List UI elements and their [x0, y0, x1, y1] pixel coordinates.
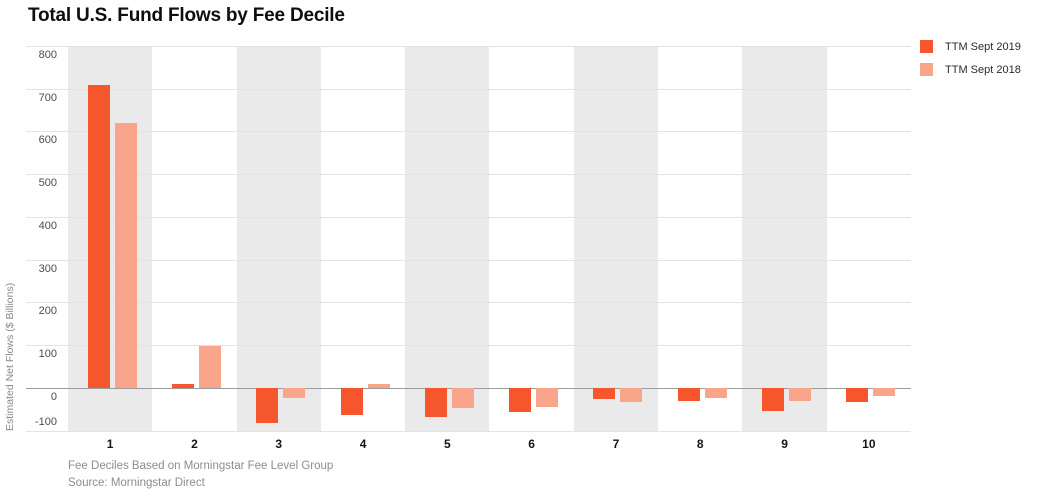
x-tick-label-3: 3	[275, 436, 283, 451]
bar-ttm-sept-2018-decile-9	[789, 387, 811, 402]
gridline-100	[26, 345, 911, 346]
chart-footnote: Fee Deciles Based on Morningstar Fee Lev…	[68, 458, 333, 492]
x-tick-label-10: 10	[862, 436, 876, 451]
bar-ttm-sept-2018-decile-6	[536, 387, 558, 407]
legend-swatch-0	[920, 40, 933, 53]
y-tick-label-400: 400	[38, 220, 57, 232]
y-tick-label-800: 800	[38, 49, 57, 61]
y-tick-label-0: 0	[50, 391, 57, 403]
bar-ttm-sept-2019-decile-1	[88, 84, 110, 388]
y-tick-label-500: 500	[38, 177, 57, 189]
y-tick-label--100: -100	[34, 416, 57, 428]
chart-title: Total U.S. Fund Flows by Fee Decile	[28, 5, 345, 26]
x-tick-label-5: 5	[443, 436, 451, 451]
legend-swatch-1	[920, 63, 933, 76]
y-tick-label-600: 600	[38, 134, 57, 146]
x-tick-label-1: 1	[106, 436, 114, 451]
decile-band-5	[405, 46, 490, 431]
legend-item-1: TTM Sept 2018	[920, 63, 1021, 76]
bar-ttm-sept-2018-decile-4	[368, 383, 390, 388]
bar-ttm-sept-2019-decile-2	[172, 384, 194, 388]
decile-band-3	[236, 46, 321, 431]
gridline-600	[26, 131, 911, 132]
bar-ttm-sept-2019-decile-6	[509, 387, 531, 412]
gridline-700	[26, 89, 911, 90]
x-tick-label-8: 8	[696, 436, 704, 451]
decile-band-9	[742, 46, 827, 431]
bar-ttm-sept-2018-decile-8	[705, 387, 727, 398]
bar-ttm-sept-2019-decile-7	[593, 387, 615, 399]
y-tick-label-200: 200	[38, 305, 57, 317]
footnote-line-1: Fee Deciles Based on Morningstar Fee Lev…	[68, 460, 334, 472]
bar-ttm-sept-2019-decile-3	[256, 387, 278, 423]
x-tick-label-9: 9	[781, 436, 788, 451]
gridline-200	[26, 302, 911, 303]
y-tick-label-700: 700	[38, 92, 57, 104]
bar-ttm-sept-2018-decile-5	[452, 387, 474, 408]
y-tick-label-300: 300	[38, 263, 57, 275]
bar-ttm-sept-2019-decile-5	[425, 387, 447, 417]
gridline--100	[26, 431, 911, 432]
x-tick-label-7: 7	[612, 436, 620, 451]
bar-ttm-sept-2018-decile-3	[283, 387, 305, 398]
bar-ttm-sept-2018-decile-7	[620, 387, 642, 403]
legend-item-0: TTM Sept 2019	[920, 40, 1021, 53]
gridline-300	[26, 260, 911, 261]
decile-band-1	[68, 46, 153, 431]
decile-band-7	[573, 46, 659, 431]
x-tick-label-6: 6	[528, 436, 535, 451]
bar-ttm-sept-2018-decile-10	[873, 387, 895, 396]
x-tick-label-2: 2	[191, 436, 198, 451]
bar-ttm-sept-2018-decile-1	[115, 122, 137, 388]
bar-ttm-sept-2019-decile-4	[341, 387, 363, 415]
bar-ttm-sept-2018-decile-2	[199, 345, 221, 388]
legend-label-1: TTM Sept 2018	[945, 63, 1021, 76]
bar-ttm-sept-2019-decile-8	[678, 387, 700, 401]
legend: TTM Sept 2019 TTM Sept 2018	[920, 40, 1021, 86]
y-axis-title: Estimated Net Flows ($ Billions)	[4, 282, 16, 431]
legend-label-0: TTM Sept 2019	[945, 40, 1021, 53]
x-tick-label-4: 4	[359, 436, 367, 451]
bar-ttm-sept-2019-decile-10	[846, 387, 868, 403]
gridline-500	[26, 174, 911, 175]
gridline-400	[26, 217, 911, 218]
footnote-line-2: Source: Morningstar Direct	[68, 477, 205, 489]
gridline-800	[26, 46, 911, 47]
y-tick-label-100: 100	[38, 348, 57, 360]
bar-ttm-sept-2019-decile-9	[762, 387, 784, 411]
